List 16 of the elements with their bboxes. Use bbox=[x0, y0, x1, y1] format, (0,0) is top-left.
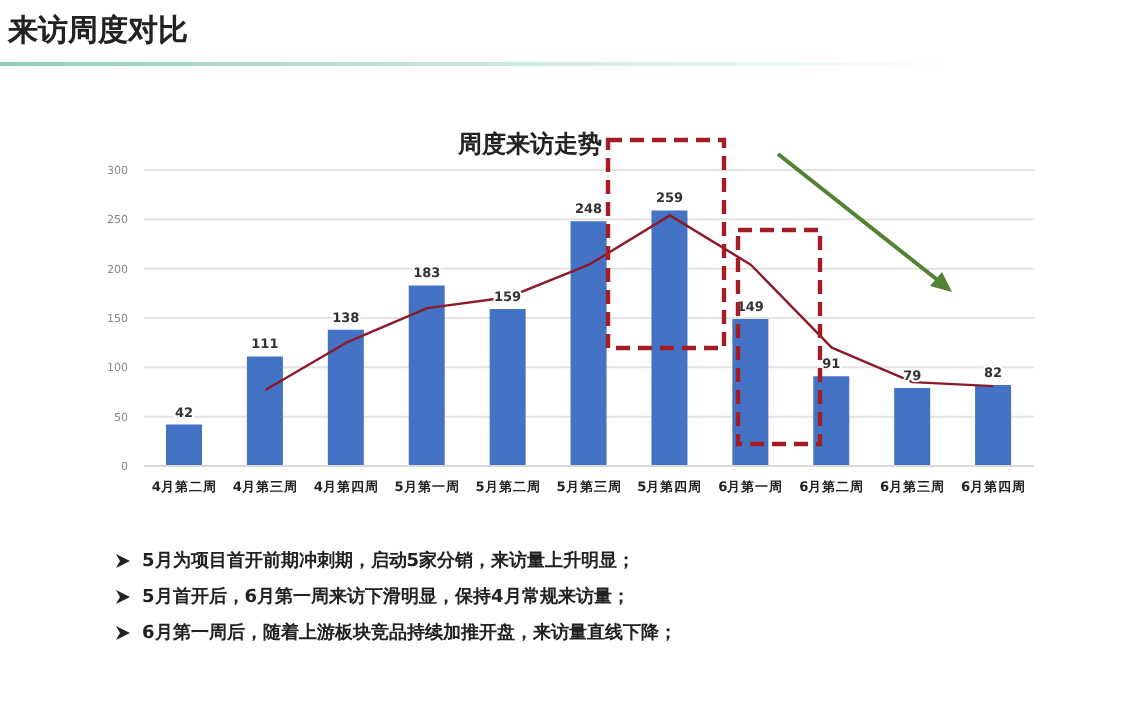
bar bbox=[489, 309, 526, 466]
bar bbox=[975, 385, 1012, 466]
bar bbox=[651, 210, 688, 466]
chart-title: 周度来访走势 bbox=[456, 128, 604, 162]
chart-subtitle: 来访周度对比 bbox=[8, 12, 188, 50]
text: 5月首开后，6月第一周来访下滑明显，保持4月常规来访量； bbox=[142, 584, 630, 610]
bar bbox=[246, 356, 283, 466]
bar bbox=[732, 318, 769, 466]
bar bbox=[813, 376, 850, 466]
text: 6月第一周后，随着上游板块竞品持续加推开盘，来访量直线下降； bbox=[142, 620, 677, 646]
bar bbox=[166, 424, 202, 466]
text: 5月为项目首开前期冲刺期，启动5家分销，来访量上升明显； bbox=[142, 548, 636, 574]
bar bbox=[570, 221, 607, 466]
bar bbox=[408, 285, 445, 466]
bar bbox=[894, 388, 931, 466]
bar bbox=[327, 329, 364, 466]
